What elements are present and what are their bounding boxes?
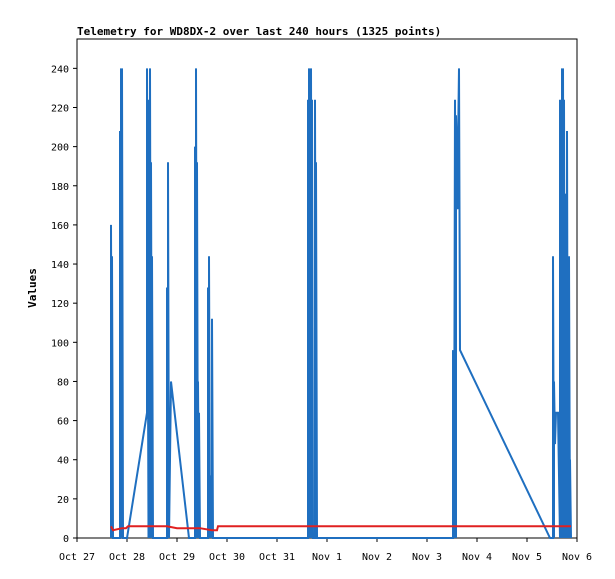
y-axis-label: Values: [26, 268, 39, 308]
y-tick-label: 220: [51, 103, 69, 114]
y-tick-label: 40: [57, 456, 69, 467]
x-tick-label: Oct 27: [59, 552, 95, 563]
plot-area: [76, 38, 578, 539]
chart-title: Telemetry for WD8DX-2 over last 240 hour…: [77, 25, 441, 38]
series-line-blue: [110, 68, 572, 539]
x-tick-label: Oct 28: [109, 552, 145, 563]
x-tick-label: Oct 31: [259, 552, 295, 563]
y-tick-label: 140: [51, 260, 69, 271]
y-tick-label: 180: [51, 182, 69, 193]
y-axis-ticks: 0 20 40 60 80 100 120 140 160 180 200 220 240: [51, 64, 77, 545]
series-line-red: [110, 525, 571, 532]
x-tick-label: Nov 3: [412, 552, 442, 563]
series-layer: [110, 68, 572, 539]
y-tick-label: 160: [51, 221, 69, 232]
y-tick-label: 20: [57, 495, 69, 506]
x-tick-label: Nov 6: [562, 552, 592, 563]
x-axis-ticks: Oct 27 Oct 28 Oct 29 Oct 30 Oct 31 Nov 1 Nov 2…: [59, 538, 592, 563]
x-tick-label: Oct 30: [209, 552, 245, 563]
y-tick-label: 80: [57, 377, 69, 388]
x-tick-label: Oct 29: [159, 552, 195, 563]
y-tick-label: 60: [57, 417, 69, 428]
y-tick-label: 240: [51, 64, 69, 75]
y-tick-label: 100: [51, 338, 69, 349]
y-tick-label: 200: [51, 143, 69, 154]
x-tick-label: Nov 2: [362, 552, 392, 563]
x-tick-label: Nov 4: [462, 552, 492, 563]
y-tick-label: 120: [51, 299, 69, 310]
y-tick-label: 0: [63, 534, 69, 545]
x-tick-label: Nov 5: [512, 552, 542, 563]
x-tick-label: Nov 1: [312, 552, 342, 563]
